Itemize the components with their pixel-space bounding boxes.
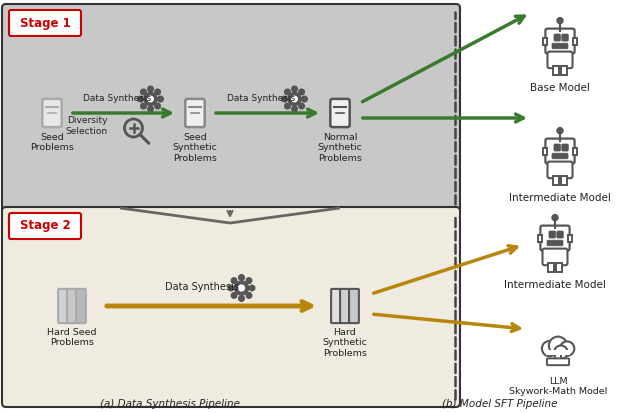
Circle shape (138, 96, 143, 102)
Text: Normal
Synthetic
Problems: Normal Synthetic Problems (317, 133, 362, 163)
Circle shape (557, 128, 563, 133)
Bar (538, 235, 543, 242)
Circle shape (301, 96, 307, 102)
Circle shape (299, 89, 305, 95)
Text: Base Model: Base Model (530, 83, 590, 93)
Text: Data Synthesis: Data Synthesis (83, 94, 152, 103)
Text: Data Synthesis: Data Synthesis (164, 282, 239, 292)
Text: (b) Model SFT Pipeline: (b) Model SFT Pipeline (442, 399, 557, 409)
Bar (573, 38, 577, 45)
FancyBboxPatch shape (547, 358, 569, 365)
FancyBboxPatch shape (186, 99, 205, 127)
Bar (561, 66, 567, 75)
FancyBboxPatch shape (562, 144, 568, 151)
FancyBboxPatch shape (549, 231, 556, 238)
FancyBboxPatch shape (554, 144, 561, 151)
Circle shape (144, 93, 157, 105)
Text: Intermediate Model: Intermediate Model (504, 280, 606, 290)
Circle shape (231, 278, 237, 283)
Circle shape (239, 285, 244, 291)
Circle shape (557, 18, 563, 24)
Bar (553, 176, 559, 185)
Circle shape (231, 293, 237, 298)
FancyBboxPatch shape (547, 161, 573, 178)
Text: Seed
Problems: Seed Problems (30, 133, 74, 152)
Circle shape (155, 89, 161, 95)
FancyBboxPatch shape (67, 289, 77, 323)
FancyBboxPatch shape (540, 225, 570, 251)
FancyBboxPatch shape (547, 240, 563, 246)
FancyBboxPatch shape (2, 207, 460, 407)
Text: Stage 2: Stage 2 (20, 219, 70, 233)
FancyBboxPatch shape (2, 4, 460, 212)
Circle shape (234, 281, 248, 295)
Circle shape (549, 337, 567, 355)
FancyBboxPatch shape (9, 10, 81, 36)
Text: Hard
Synthetic
Problems: Hard Synthetic Problems (323, 328, 367, 358)
Bar (553, 66, 559, 75)
FancyBboxPatch shape (547, 52, 573, 68)
Text: Diversity
Selection: Diversity Selection (65, 116, 108, 136)
Circle shape (228, 285, 234, 291)
Bar (555, 354, 561, 359)
Circle shape (552, 215, 558, 221)
FancyBboxPatch shape (552, 153, 568, 159)
Circle shape (148, 96, 153, 102)
Bar (543, 38, 547, 45)
Text: Data Synthesis: Data Synthesis (227, 94, 296, 103)
Bar (556, 263, 562, 272)
Circle shape (285, 89, 290, 95)
FancyBboxPatch shape (331, 289, 341, 323)
FancyBboxPatch shape (42, 99, 61, 127)
FancyBboxPatch shape (562, 34, 568, 41)
Circle shape (542, 341, 557, 356)
Circle shape (554, 346, 568, 359)
Text: Intermediate Model: Intermediate Model (509, 193, 611, 203)
FancyBboxPatch shape (76, 289, 86, 323)
FancyBboxPatch shape (545, 139, 575, 164)
Circle shape (239, 296, 244, 301)
FancyBboxPatch shape (552, 43, 568, 49)
Circle shape (282, 96, 287, 102)
Circle shape (239, 275, 244, 280)
Circle shape (292, 106, 298, 112)
Bar (548, 263, 554, 272)
FancyBboxPatch shape (58, 289, 68, 323)
FancyBboxPatch shape (554, 34, 561, 41)
Bar (543, 148, 547, 155)
Circle shape (246, 293, 252, 298)
Circle shape (292, 86, 298, 92)
FancyBboxPatch shape (543, 249, 568, 265)
Circle shape (246, 278, 252, 283)
Circle shape (285, 103, 290, 109)
Circle shape (155, 103, 161, 109)
Circle shape (288, 93, 301, 105)
Text: Seed
Synthetic
Problems: Seed Synthetic Problems (173, 133, 218, 163)
Circle shape (141, 103, 146, 109)
Text: Stage 1: Stage 1 (20, 17, 70, 29)
Circle shape (292, 96, 297, 102)
Bar (573, 148, 577, 155)
Circle shape (141, 89, 146, 95)
Text: LLM
Skywork-Math Model: LLM Skywork-Math Model (509, 377, 607, 396)
Circle shape (299, 103, 305, 109)
Circle shape (148, 106, 154, 112)
Bar (561, 176, 567, 185)
FancyBboxPatch shape (557, 231, 563, 238)
FancyBboxPatch shape (340, 289, 350, 323)
Bar (568, 235, 572, 242)
Text: (a) Data Synthesis Pipeline: (a) Data Synthesis Pipeline (100, 399, 240, 409)
FancyBboxPatch shape (330, 99, 349, 127)
Circle shape (249, 285, 255, 291)
Text: Hard Seed
Problems: Hard Seed Problems (47, 328, 97, 347)
Circle shape (148, 86, 154, 92)
FancyBboxPatch shape (546, 350, 570, 355)
FancyBboxPatch shape (349, 289, 359, 323)
FancyBboxPatch shape (545, 28, 575, 54)
Circle shape (157, 96, 163, 102)
FancyBboxPatch shape (9, 213, 81, 239)
Circle shape (560, 342, 574, 356)
